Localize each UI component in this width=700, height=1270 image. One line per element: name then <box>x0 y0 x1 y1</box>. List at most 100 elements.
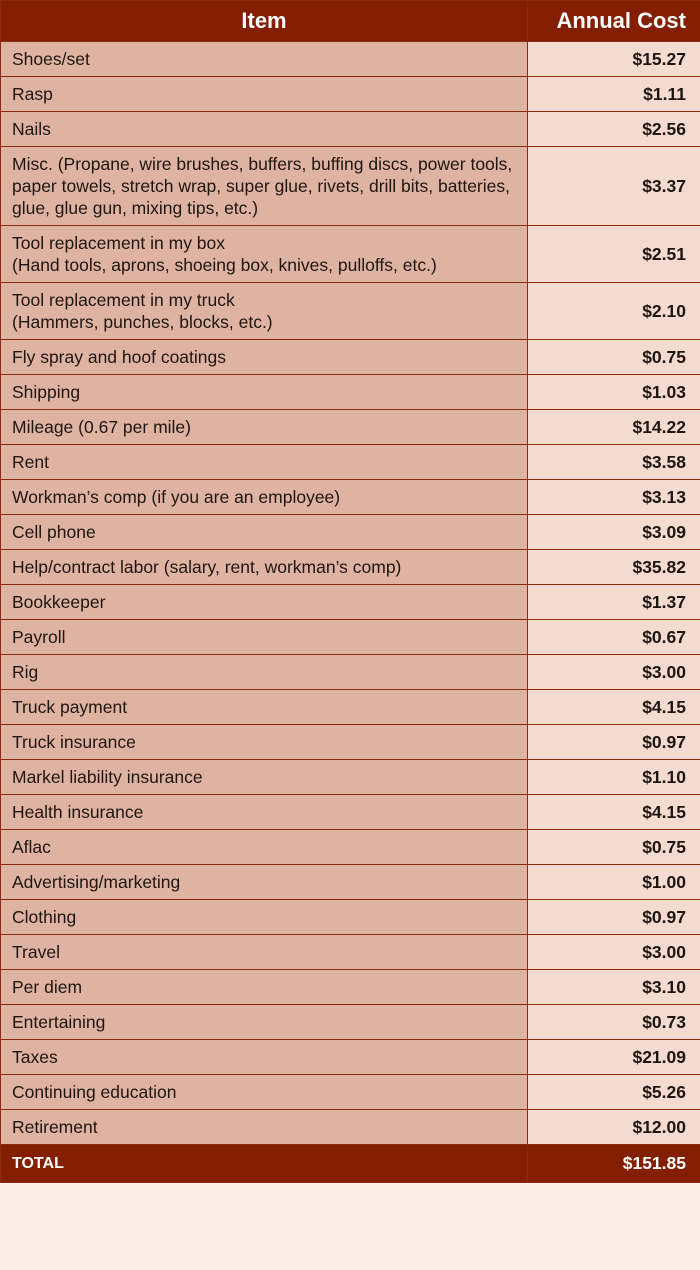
annual-cost-cell: $2.10 <box>527 282 700 340</box>
annual-cost-cell: $14.22 <box>527 409 700 445</box>
item-name: Taxes <box>12 1047 58 1067</box>
annual-cost-cell: $12.00 <box>527 1109 700 1145</box>
item-name: Truck insurance <box>12 732 136 752</box>
item-column-header: Item <box>0 0 528 42</box>
annual-cost-cell: $1.00 <box>527 864 700 900</box>
annual-cost-cell: $0.75 <box>527 339 700 375</box>
item-cell: Travel <box>0 934 528 970</box>
table-row: Clothing $0.97 <box>0 899 700 935</box>
item-cell: Advertising/marketing <box>0 864 528 900</box>
table-row: Taxes $21.09 <box>0 1039 700 1075</box>
table-row: Tool replacement in my box (Hand tools, a… <box>0 225 700 283</box>
table-row: Shoes/set $15.27 <box>0 41 700 77</box>
table-row: Health insurance $4.15 <box>0 794 700 830</box>
item-name: Markel liability insurance <box>12 767 203 787</box>
item-cell: Misc. (Propane, wire brushes, buffers, b… <box>0 146 528 226</box>
item-name: Clothing <box>12 907 77 927</box>
item-cell: Health insurance <box>0 794 528 830</box>
table-row: Truck insurance $0.97 <box>0 724 700 760</box>
annual-cost-table: Item Annual Cost Shoes/set $15.27 Rasp $1.1… <box>0 0 700 1183</box>
item-cell: Rasp <box>0 76 528 112</box>
item-cell: Taxes <box>0 1039 528 1075</box>
item-cell: Fly spray and hoof coatings <box>0 339 528 375</box>
table-row: Aflac $0.75 <box>0 829 700 865</box>
item-cell: Workman’s comp (if you are an employee) <box>0 479 528 515</box>
table-row: Misc. (Propane, wire brushes, buffers, b… <box>0 146 700 226</box>
annual-cost-cell: $4.15 <box>527 794 700 830</box>
annual-cost-cell: $1.11 <box>527 76 700 112</box>
annual-cost-column-header: Annual Cost <box>527 0 700 42</box>
total-value: $151.85 <box>527 1144 700 1183</box>
header-row: Item Annual Cost <box>0 0 700 42</box>
annual-cost-cell: $0.97 <box>527 899 700 935</box>
item-name: Misc. <box>12 154 53 174</box>
table-row: Rent $3.58 <box>0 444 700 480</box>
item-name: Rasp <box>12 84 53 104</box>
annual-cost-cell: $35.82 <box>527 549 700 585</box>
annual-cost-cell: $1.03 <box>527 374 700 410</box>
table-row: Bookkeeper $1.37 <box>0 584 700 620</box>
item-name: Shoes/set <box>12 49 90 69</box>
item-cell: Help/contract labor (salary, rent, workm… <box>0 549 528 585</box>
item-name: Nails <box>12 119 51 139</box>
item-name: Advertising/marketing <box>12 872 181 892</box>
annual-cost-cell: $1.37 <box>527 584 700 620</box>
table-row: Markel liability insurance $1.10 <box>0 759 700 795</box>
table-row: Cell phone $3.09 <box>0 514 700 550</box>
annual-cost-cell: $3.13 <box>527 479 700 515</box>
item-name: Retirement <box>12 1117 98 1137</box>
annual-cost-cell: $1.10 <box>527 759 700 795</box>
item-note: (Hand tools, aprons, shoeing box, knives… <box>12 255 437 275</box>
item-note: (salary, rent, workman’s comp) <box>163 557 402 577</box>
item-cell: Retirement <box>0 1109 528 1145</box>
item-cell: Cell phone <box>0 514 528 550</box>
annual-cost-cell: $4.15 <box>527 689 700 725</box>
item-cell: Tool replacement in my box (Hand tools, a… <box>0 225 528 283</box>
annual-cost-cell: $3.37 <box>527 146 700 226</box>
table-row: Rasp $1.11 <box>0 76 700 112</box>
item-cell: Continuing education <box>0 1074 528 1110</box>
item-name: Health insurance <box>12 802 144 822</box>
annual-cost-cell: $0.67 <box>527 619 700 655</box>
total-label: TOTAL <box>0 1144 528 1183</box>
item-name: Cell phone <box>12 522 96 542</box>
annual-cost-cell: $2.56 <box>527 111 700 147</box>
item-name: Help/contract labor <box>12 557 159 577</box>
item-name: Per diem <box>12 977 83 997</box>
total-row: TOTAL $151.85 <box>0 1144 700 1183</box>
item-name: Shipping <box>12 382 81 402</box>
item-note: (Propane, wire brushes, buffers, buffing… <box>12 154 513 218</box>
item-name: Payroll <box>12 627 66 647</box>
item-cell: Markel liability insurance <box>0 759 528 795</box>
table-row: Fly spray and hoof coatings $0.75 <box>0 339 700 375</box>
table-row: Per diem $3.10 <box>0 969 700 1005</box>
table-row: Retirement $12.00 <box>0 1109 700 1145</box>
table-row: Travel $3.00 <box>0 934 700 970</box>
annual-cost-cell: $0.75 <box>527 829 700 865</box>
annual-cost-cell: $15.27 <box>527 41 700 77</box>
item-name: Continuing education <box>12 1082 177 1102</box>
item-cell: Rent <box>0 444 528 480</box>
item-name: Entertaining <box>12 1012 106 1032</box>
table-row: Shipping $1.03 <box>0 374 700 410</box>
table-row: Entertaining $0.73 <box>0 1004 700 1040</box>
annual-cost-cell: $5.26 <box>527 1074 700 1110</box>
item-cell: Truck payment <box>0 689 528 725</box>
item-cell: Rig <box>0 654 528 690</box>
item-name: Tool replacement in my truck <box>12 290 235 310</box>
item-cell: Mileage (0.67 per mile) <box>0 409 528 445</box>
annual-cost-cell: $2.51 <box>527 225 700 283</box>
table-row: Truck payment $4.15 <box>0 689 700 725</box>
item-name: Workman’s comp <box>12 487 147 507</box>
item-note: (Hammers, punches, blocks, etc.) <box>12 312 273 332</box>
item-cell: Per diem <box>0 969 528 1005</box>
annual-cost-cell: $21.09 <box>527 1039 700 1075</box>
annual-cost-cell: $3.00 <box>527 654 700 690</box>
item-cell: Aflac <box>0 829 528 865</box>
item-name: Mileage <box>12 417 74 437</box>
table-row: Tool replacement in my truck (Hammers, pu… <box>0 282 700 340</box>
item-name: Truck payment <box>12 697 128 717</box>
table-row: Advertising/marketing $1.00 <box>0 864 700 900</box>
item-cell: Tool replacement in my truck (Hammers, pu… <box>0 282 528 340</box>
annual-cost-cell: $3.00 <box>527 934 700 970</box>
